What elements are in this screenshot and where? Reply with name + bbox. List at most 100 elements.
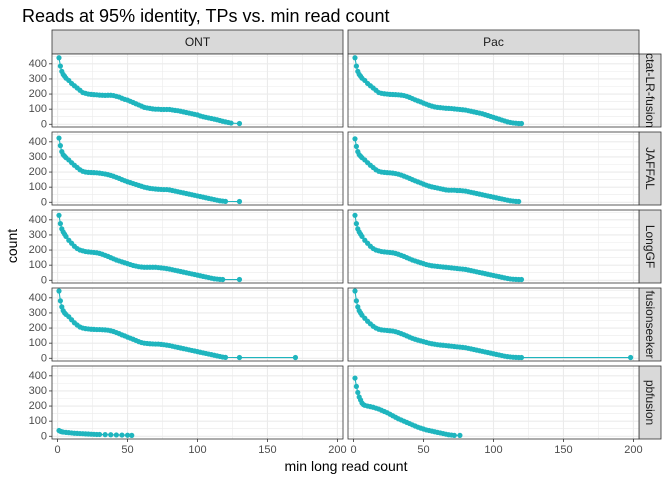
x-tick-label: 150: [554, 444, 572, 456]
column-strip-label: Pac: [483, 35, 504, 49]
data-point: [56, 288, 62, 294]
x-tick-label: 200: [624, 444, 642, 456]
y-tick-label: 200: [29, 166, 47, 178]
series-pbfusion-Pac: [352, 375, 463, 438]
y-tick-label: 300: [29, 73, 47, 85]
data-point: [63, 233, 69, 240]
data-point: [220, 276, 226, 283]
data-point: [353, 298, 359, 304]
y-tick-label: 400: [29, 292, 47, 304]
data-point: [119, 432, 125, 438]
y-tick-label: 100: [29, 259, 47, 271]
data-point: [352, 55, 358, 61]
facet-panel: [348, 288, 639, 361]
column-strip-label: ONT: [185, 35, 211, 49]
data-point: [352, 136, 358, 142]
facet-panel: [348, 366, 639, 439]
data-point: [222, 198, 229, 204]
data-point: [57, 298, 63, 304]
panel-border: [347, 131, 640, 206]
y-tick-label: 100: [29, 103, 47, 115]
data-point: [516, 198, 522, 205]
data-point: [355, 389, 361, 396]
data-point: [352, 212, 358, 218]
facet-panel: [52, 132, 343, 205]
y-tick-label: 300: [29, 151, 47, 163]
data-point: [228, 120, 234, 126]
y-tick-label: 300: [29, 307, 47, 319]
data-point: [352, 288, 358, 294]
data-point: [57, 63, 63, 69]
row-strip-label: LongGF: [643, 225, 657, 268]
data-point: [352, 375, 358, 381]
x-tick-label: 150: [258, 444, 276, 456]
y-tick-label: 0: [41, 196, 47, 208]
row-strip-label: fusionseeker: [643, 290, 657, 358]
series-JAFFAL-ONT: [56, 135, 243, 205]
row-strip-label: JAFFAL: [643, 147, 657, 190]
data-point: [236, 276, 243, 283]
data-point: [353, 221, 359, 227]
y-tick-label: 100: [29, 181, 47, 193]
y-tick-label: 300: [29, 229, 47, 241]
y-tick-label: 400: [29, 58, 47, 70]
data-point: [56, 55, 62, 61]
series-ctat-LR-fusion-Pac: [352, 55, 525, 127]
data-point: [518, 354, 525, 361]
data-point: [124, 432, 131, 438]
data-point: [457, 432, 463, 438]
y-tick-label: 0: [41, 274, 47, 286]
row-strip-label: ctat-LR-fusion: [643, 53, 657, 128]
data-point: [129, 432, 135, 438]
data-point: [222, 354, 229, 360]
x-tick-label: 50: [121, 444, 133, 456]
x-tick-label: 50: [417, 444, 429, 456]
data-point: [292, 354, 299, 361]
facet-panel: [348, 132, 639, 205]
data-point: [353, 143, 359, 149]
panel-border: [51, 209, 344, 284]
data-point: [102, 432, 108, 438]
data-point: [451, 432, 457, 438]
facet-panel: [52, 288, 343, 361]
panel-border: [51, 287, 344, 362]
data-point: [57, 143, 63, 149]
chart-title: Reads at 95% identity, TPs vs. min read …: [22, 6, 390, 26]
data-point: [518, 120, 525, 127]
series-LongGF-Pac: [352, 212, 525, 283]
data-point: [518, 276, 525, 283]
panel-border: [51, 131, 344, 206]
y-tick-label: 100: [29, 415, 47, 427]
facet-panel: [52, 366, 343, 439]
column-strip: [347, 29, 640, 55]
data-point: [108, 432, 114, 438]
panel-border: [51, 53, 344, 128]
facet-panel: [348, 210, 639, 283]
series-ctat-LR-fusion-ONT: [56, 55, 243, 127]
data-point: [236, 120, 243, 127]
x-axis-title: min long read count: [285, 458, 408, 474]
y-tick-label: 200: [29, 244, 47, 256]
panel-border: [347, 53, 640, 128]
row-strip-label: pbfusion: [643, 380, 657, 425]
series-JAFFAL-Pac: [352, 136, 522, 205]
series-LongGF-ONT: [56, 212, 243, 283]
data-point: [96, 431, 103, 438]
data-point: [353, 383, 359, 390]
y-tick-label: 0: [41, 352, 47, 364]
x-tick-label: 0: [55, 444, 61, 456]
facet-panel: [52, 210, 343, 283]
panel-border: [347, 287, 640, 362]
y-tick-label: 400: [29, 136, 47, 148]
data-point: [628, 354, 634, 361]
data-point: [113, 432, 119, 438]
data-point: [236, 354, 243, 361]
y-tick-label: 0: [41, 430, 47, 442]
series-fusionseeker-Pac: [352, 288, 634, 361]
data-point: [236, 198, 243, 205]
data-point: [359, 233, 365, 240]
x-tick-label: 100: [484, 444, 502, 456]
y-tick-label: 200: [29, 88, 47, 100]
x-tick-label: 200: [328, 444, 346, 456]
